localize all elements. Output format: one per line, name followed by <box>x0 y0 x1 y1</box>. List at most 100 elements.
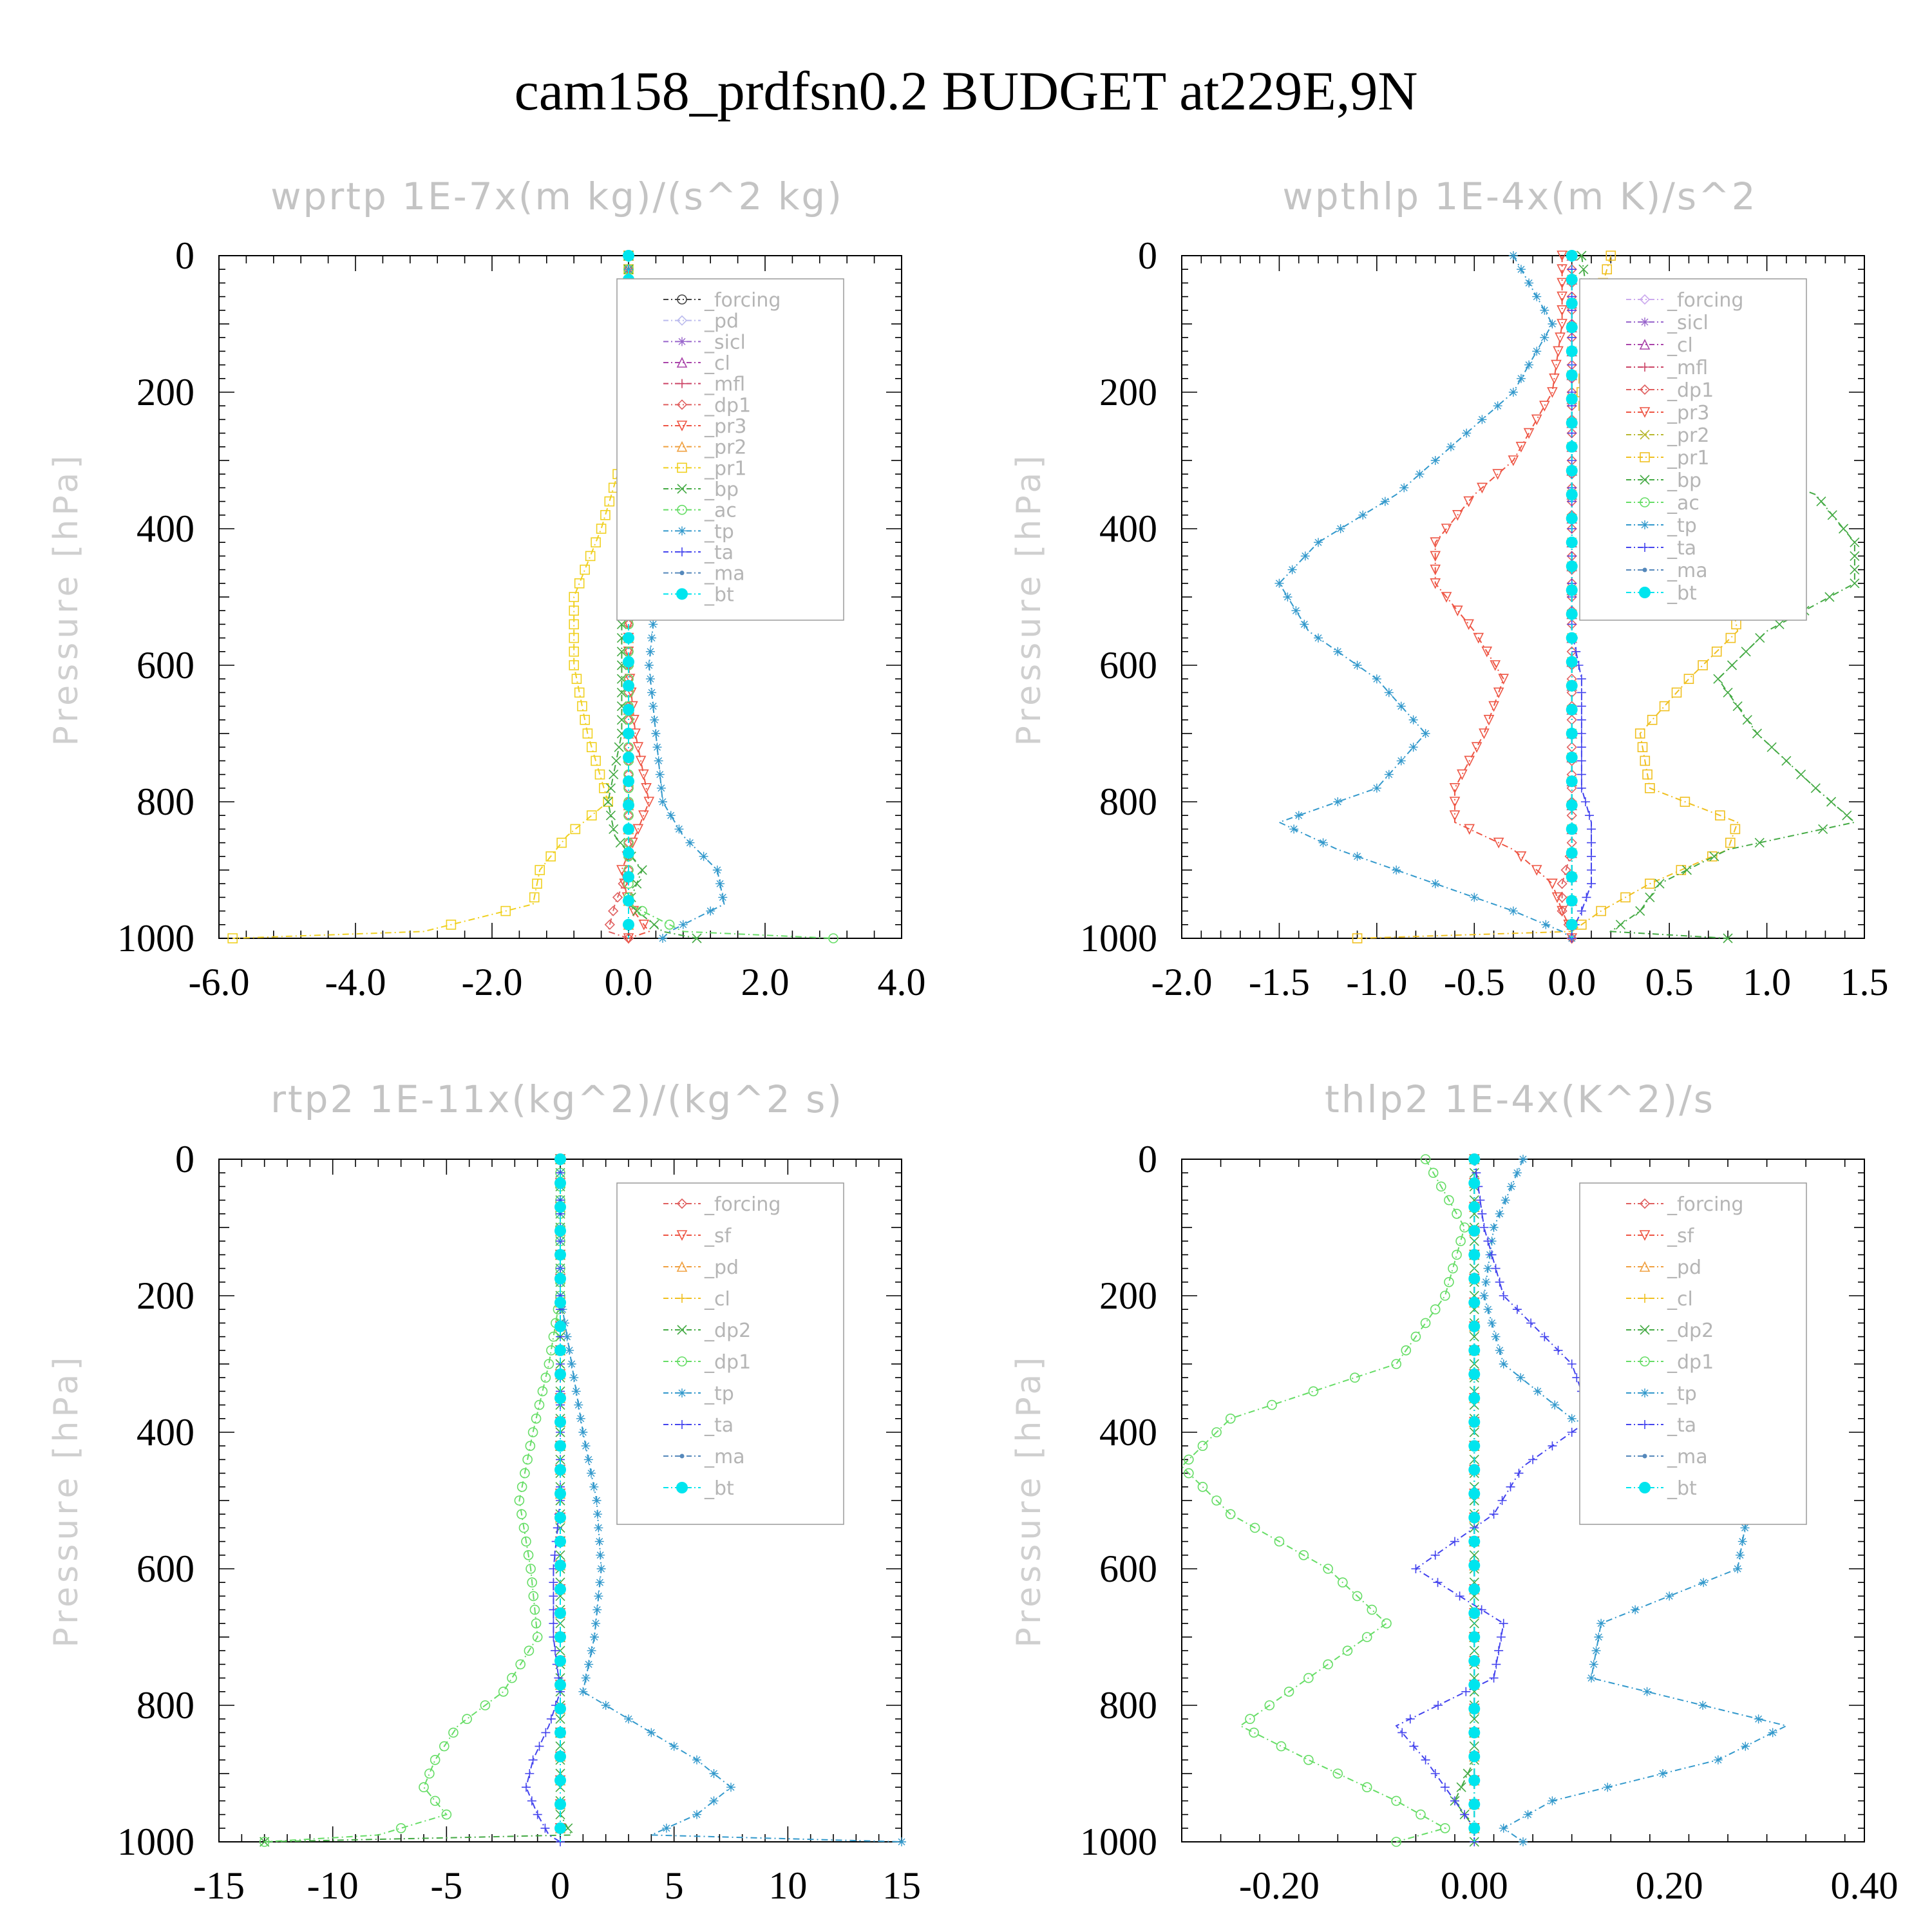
data-point <box>1557 278 1567 289</box>
data-point <box>1396 701 1406 711</box>
y-tick-label: 800 <box>137 781 194 823</box>
data-point <box>1631 1605 1640 1615</box>
data-point <box>1727 660 1738 670</box>
data-point <box>1553 1345 1563 1355</box>
data-point <box>618 878 629 889</box>
data-point <box>1483 715 1495 726</box>
data-point <box>569 619 580 630</box>
data-point <box>554 1822 566 1834</box>
data-point <box>1524 360 1534 370</box>
data-point <box>522 1783 531 1792</box>
data-point <box>540 1823 550 1833</box>
data-point <box>1551 892 1563 904</box>
data-point <box>1489 1510 1499 1519</box>
data-point <box>666 811 676 820</box>
data-point <box>1524 278 1534 288</box>
data-point <box>1582 893 1591 902</box>
data-point <box>1392 866 1401 875</box>
data-point <box>1824 592 1835 602</box>
y-tick-label: 200 <box>137 1274 194 1317</box>
data-point <box>1197 1441 1208 1451</box>
legend-swatch-marker <box>677 484 687 494</box>
data-point <box>590 1633 599 1642</box>
panel-rtp2: rtp2 1E-11x(kg^2)/(kg^2 s) Pressure [hPa… <box>47 1077 921 1907</box>
data-point <box>594 1537 604 1546</box>
data-point <box>1566 823 1578 835</box>
data-point <box>609 770 619 780</box>
series-line <box>264 1159 561 1842</box>
legend-swatch-marker <box>676 357 688 368</box>
data-point <box>1742 715 1752 725</box>
data-point <box>591 1618 601 1628</box>
data-point <box>1452 605 1463 616</box>
data-point <box>627 837 638 849</box>
data-point <box>1449 783 1461 794</box>
data-point <box>556 837 567 848</box>
data-point <box>1654 878 1665 889</box>
data-point <box>1421 729 1430 738</box>
legend: _forcing _sf _pd _cl _dp2 _dp1 _tp _ta _ma _bt <box>1579 1182 1807 1525</box>
legend-swatch-marker <box>676 588 688 600</box>
data-point <box>554 1320 566 1332</box>
series-line <box>525 1159 562 1842</box>
data-point <box>1577 729 1586 738</box>
legend-swatch-marker <box>1640 1420 1649 1429</box>
data-point <box>1468 1798 1481 1810</box>
data-point <box>524 1645 535 1656</box>
figure-title: cam158_prdfsn0.2 BUDGET at229E,9N <box>515 60 1418 122</box>
data-point <box>514 1495 525 1506</box>
data-point <box>1516 265 1526 274</box>
x-tick-label: 0.20 <box>1636 1864 1703 1907</box>
legend-label: _ma <box>704 563 745 585</box>
x-tick-label: 0.5 <box>1645 961 1694 1003</box>
data-point <box>1515 851 1527 862</box>
data-point <box>1430 564 1441 576</box>
data-point <box>580 715 590 725</box>
data-point <box>1384 770 1394 779</box>
data-point <box>578 1428 588 1437</box>
data-point <box>1516 374 1526 383</box>
data-point <box>658 934 667 943</box>
legend-label: _dp1 <box>1667 1351 1714 1374</box>
data-point <box>581 1441 591 1451</box>
data-point <box>1499 1823 1508 1833</box>
data-point <box>1352 661 1362 670</box>
legend-box <box>1579 278 1807 621</box>
data-point <box>1603 1783 1613 1792</box>
data-point <box>554 1774 566 1786</box>
legend-label: _sf <box>1667 1225 1695 1247</box>
legend-label: _pr2 <box>704 437 746 459</box>
data-point <box>632 742 644 753</box>
data-point <box>535 865 545 875</box>
data-point <box>1497 1496 1507 1505</box>
data-point <box>1577 906 1586 916</box>
data-point <box>1539 401 1550 412</box>
plot-area-wprtp: 0 200 400 600 800 1000-6.0 -4.0 -2.0 0.0 2.0 4.0 _f… <box>117 234 926 1003</box>
x-tick-label: 1.0 <box>1743 961 1791 1003</box>
data-point <box>1826 797 1837 807</box>
data-point <box>1577 783 1586 793</box>
data-point <box>1372 783 1381 793</box>
data-point <box>1430 1550 1440 1560</box>
data-point <box>718 893 728 902</box>
data-point <box>1264 1700 1275 1710</box>
data-point <box>1540 333 1549 343</box>
data-point <box>604 496 615 507</box>
data-point <box>582 728 593 739</box>
data-point <box>1540 305 1549 315</box>
data-point <box>1397 1728 1407 1738</box>
x-tick-label: 0.0 <box>1548 961 1596 1003</box>
data-point <box>533 1810 542 1819</box>
data-point <box>1557 264 1567 275</box>
data-point <box>1477 482 1488 494</box>
data-point <box>1754 1714 1763 1724</box>
data-point <box>1298 1550 1309 1560</box>
data-point <box>567 1359 576 1368</box>
data-point <box>1184 1454 1194 1465</box>
legend-swatch-marker <box>676 399 688 410</box>
data-point <box>1713 674 1723 684</box>
y-tick-label: 400 <box>137 507 194 550</box>
data-point <box>1352 851 1362 861</box>
data-point <box>531 1414 542 1424</box>
legend-swatch-marker <box>1640 497 1650 507</box>
